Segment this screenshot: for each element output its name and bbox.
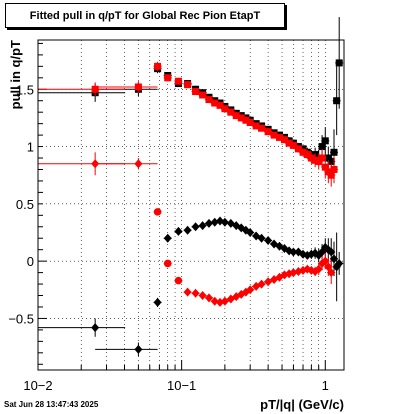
data-point xyxy=(314,264,323,274)
data-point xyxy=(174,77,182,85)
data-point xyxy=(257,279,266,289)
data-point xyxy=(321,137,329,145)
data-point xyxy=(174,276,183,285)
data-point xyxy=(191,288,200,298)
data-point xyxy=(246,228,255,237)
data-point xyxy=(321,256,330,266)
data-point xyxy=(307,154,315,162)
data-point xyxy=(318,154,326,162)
x-axis-label: pT/|q| (GeV/c) xyxy=(260,397,344,412)
data-point xyxy=(327,171,335,179)
data-point xyxy=(134,344,143,354)
data-point xyxy=(329,254,338,264)
data-point xyxy=(289,247,298,257)
data-point xyxy=(285,139,293,147)
data-point xyxy=(163,233,172,243)
data-point xyxy=(199,91,207,99)
data-point xyxy=(327,247,336,257)
data-point xyxy=(289,141,297,149)
data-point xyxy=(134,83,142,91)
data-point xyxy=(299,148,307,156)
data-point xyxy=(154,62,162,70)
data-point xyxy=(204,218,213,228)
data-point xyxy=(321,163,329,171)
data-point xyxy=(220,217,229,227)
chart-title: Fitted pull in q/pT for Global Rec Pion … xyxy=(5,3,285,28)
data-point xyxy=(216,101,224,109)
y-tick-label: 0 xyxy=(27,254,34,269)
data-point xyxy=(174,226,183,236)
data-point xyxy=(280,136,288,144)
data-point xyxy=(246,285,255,295)
data-point xyxy=(192,88,200,96)
data-point xyxy=(335,258,344,268)
data-point xyxy=(198,221,207,231)
data-point xyxy=(227,108,235,116)
data-point xyxy=(153,297,162,307)
data-point xyxy=(333,97,341,105)
y-tick-label: 0.5 xyxy=(16,197,34,212)
data-point xyxy=(327,157,335,165)
data-point xyxy=(153,208,162,216)
data-point xyxy=(318,143,326,151)
data-point xyxy=(264,236,273,246)
data-point xyxy=(184,81,192,89)
data-point xyxy=(183,287,192,297)
data-point xyxy=(191,222,200,232)
data-point xyxy=(91,85,99,93)
data-point xyxy=(270,131,278,139)
data-point xyxy=(258,124,266,132)
data-point xyxy=(211,99,219,107)
data-point xyxy=(264,128,272,136)
data-point xyxy=(275,133,283,141)
data-point xyxy=(183,225,192,235)
y-tick-label: 1 xyxy=(27,140,34,155)
y-tick-label: −0.5 xyxy=(8,311,34,326)
x-tick-label: 1 xyxy=(322,378,329,393)
data-point xyxy=(91,323,100,333)
date-stamp: Sat Jun 28 13:47:43 2025 xyxy=(4,400,99,409)
data-point xyxy=(237,114,245,122)
plot-frame xyxy=(37,39,345,371)
data-point xyxy=(246,119,254,126)
data-point xyxy=(198,291,207,301)
data-point xyxy=(257,233,266,243)
data-point xyxy=(232,112,240,120)
plot-area xyxy=(38,40,344,370)
data-point xyxy=(252,122,260,130)
data-point xyxy=(327,268,336,278)
data-point xyxy=(335,59,343,67)
data-point xyxy=(242,116,250,124)
x-tick-label: 10−1 xyxy=(167,378,196,393)
data-point xyxy=(221,105,229,113)
data-point xyxy=(330,148,338,156)
data-point xyxy=(134,159,143,169)
data-point xyxy=(205,96,213,104)
data-point xyxy=(204,293,213,303)
data-point xyxy=(163,259,172,268)
x-tick-label: 10−2 xyxy=(23,378,52,393)
data-point xyxy=(210,296,219,306)
data-point xyxy=(330,165,338,173)
data-point xyxy=(164,74,172,82)
data-point xyxy=(311,156,319,164)
data-point xyxy=(210,217,219,227)
data-point xyxy=(294,145,302,153)
data-point xyxy=(299,249,308,259)
data-point xyxy=(303,151,311,159)
y-axis-label: pull in q/pT xyxy=(8,40,23,109)
y-tick-label: 1.5 xyxy=(16,82,34,97)
